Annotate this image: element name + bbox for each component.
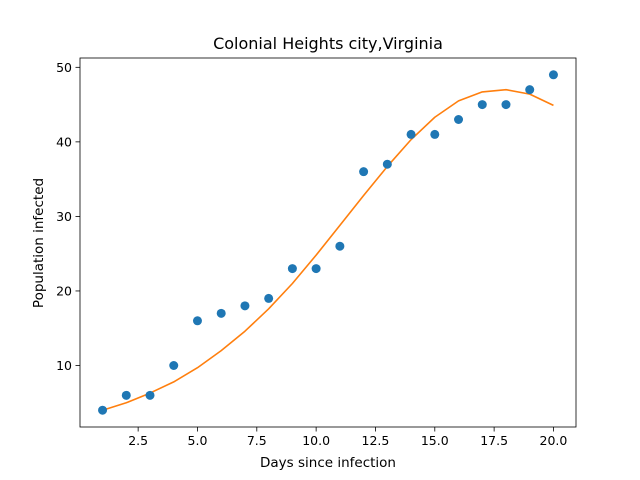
x-tick-label: 5.0 [188,433,208,448]
data-point [454,115,464,124]
data-point [335,241,345,251]
data-point [216,308,226,318]
x-tick-label: 10.0 [302,433,330,448]
data-point [287,264,297,274]
x-tick-label: 17.5 [480,433,508,448]
y-tick-label: 10 [56,358,72,373]
data-point [359,167,369,177]
fit-line [102,88,554,411]
data-point [382,159,392,169]
chart-title: Colonial Heights city,Virginia [213,34,443,53]
x-tick-label: 20.0 [540,433,568,448]
y-tick-label: 30 [56,209,72,224]
y-tick-label: 20 [56,283,72,298]
y-axis-label: Population infected [31,178,47,308]
axes: 2.5 5.0 7.5 10.0 12.5 15.0 17.5 20.0 10 20 30 40 50 [56,57,577,448]
y-tick-label: 40 [56,134,72,149]
data-point [169,361,179,370]
data-point [121,390,131,400]
data-point [430,129,440,139]
data-point [264,293,274,303]
x-tick-label: 15.0 [421,433,449,448]
data-point [311,264,321,274]
x-tick-label: 12.5 [362,433,390,448]
x-tick-label: 7.5 [247,433,267,448]
data-point [548,70,558,80]
data-point [240,301,250,311]
plot-frame [79,57,577,428]
data-point [98,405,108,415]
data-point [525,85,535,95]
x-axis-label: Days since infection [260,455,396,471]
data-point [145,390,155,400]
data-point [406,129,416,139]
data-point [501,100,511,110]
plot-area [98,70,558,415]
y-tick-label: 50 [56,60,72,75]
data-point [192,316,202,326]
data-point [477,100,487,110]
x-tick-label: 2.5 [128,433,148,448]
